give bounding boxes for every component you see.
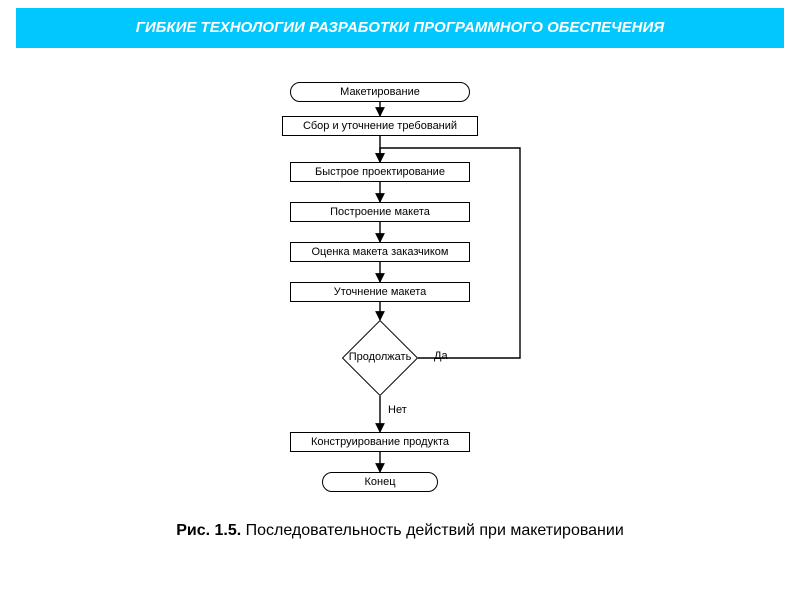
node-start-label: Макетирование (340, 86, 420, 98)
node-construct-product: Конструирование продукта (290, 432, 470, 452)
figure-caption-number: Рис. 1.5. (176, 522, 241, 539)
node-build-prototype: Построение макета (290, 202, 470, 222)
node-end: Конец (322, 472, 438, 492)
node-refine-prototype-label: Уточнение макета (334, 286, 427, 298)
node-requirements-label: Сбор и уточнение требований (303, 120, 457, 132)
node-end-label: Конец (364, 476, 395, 488)
node-requirements: Сбор и уточнение требований (282, 116, 478, 136)
decision-continue-label: Продолжать (330, 351, 430, 363)
node-fast-design-label: Быстрое проектирование (315, 166, 445, 178)
node-construct-product-label: Конструирование продукта (311, 436, 449, 448)
node-customer-eval-label: Оценка макета заказчиком (312, 246, 449, 258)
edge-label-no: Нет (388, 404, 407, 416)
node-refine-prototype: Уточнение макета (290, 282, 470, 302)
node-customer-eval: Оценка макета заказчиком (290, 242, 470, 262)
node-fast-design: Быстрое проектирование (290, 162, 470, 182)
node-build-prototype-label: Построение макета (330, 206, 430, 218)
figure-caption-text: Последовательность действий при макетиро… (241, 522, 624, 539)
edge-label-yes: Да (434, 350, 448, 362)
figure-caption: Рис. 1.5. Последовательность действий пр… (0, 522, 800, 540)
node-start: Макетирование (290, 82, 470, 102)
slide-title: ГИБКИЕ ТЕХНОЛОГИИ РАЗРАБОТКИ ПРОГРАММНОГ… (16, 8, 784, 48)
